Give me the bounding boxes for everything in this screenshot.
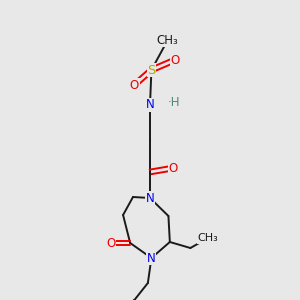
Text: S: S (147, 64, 156, 76)
Text: O: O (130, 79, 139, 92)
Text: N: N (146, 191, 154, 205)
Text: O: O (170, 53, 179, 67)
Text: O: O (169, 161, 178, 175)
Text: ·H: ·H (168, 97, 180, 110)
Text: N: N (147, 251, 156, 265)
Text: O: O (106, 236, 116, 250)
Text: N: N (146, 98, 154, 112)
Text: CH₃: CH₃ (157, 34, 178, 46)
Text: CH₃: CH₃ (198, 233, 218, 243)
